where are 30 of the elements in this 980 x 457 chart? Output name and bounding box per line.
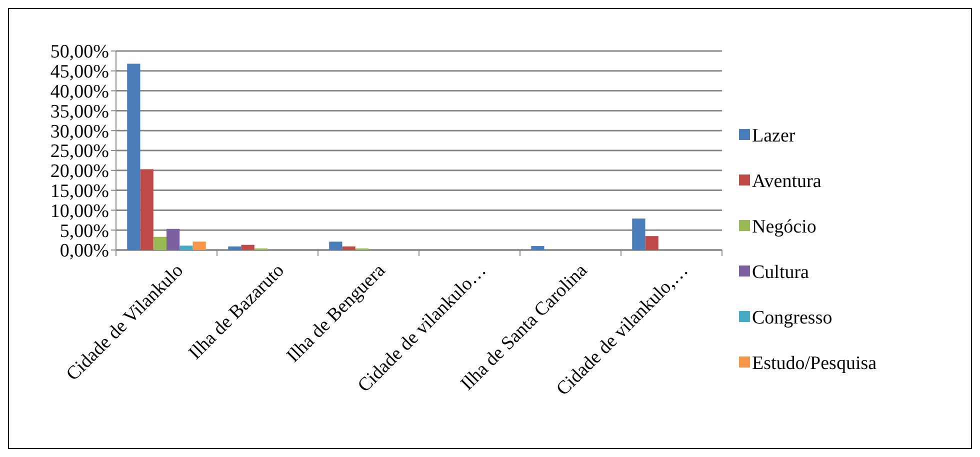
y-tick-label: 20,00% (50, 161, 110, 182)
y-tick-label: 50,00% (50, 42, 110, 63)
bar (241, 244, 254, 250)
bar (645, 236, 658, 250)
y-tick-label: 40,00% (50, 81, 110, 102)
legend-label: Estudo/Pesquisa (752, 353, 878, 374)
bar (180, 246, 193, 250)
bar (228, 246, 242, 250)
y-tick-label: 30,00% (50, 121, 110, 142)
y-tick-label: 25,00% (50, 141, 110, 162)
bar (632, 218, 646, 250)
bar (153, 236, 166, 250)
y-tick-label: 45,00% (50, 62, 110, 83)
bar (329, 242, 342, 250)
y-tick-label: 0,00% (60, 240, 110, 262)
bar (531, 246, 544, 250)
legend-label: Cultura (752, 262, 810, 284)
bar (127, 64, 140, 250)
y-tick-label: 5,00% (60, 220, 110, 242)
bar (342, 246, 356, 250)
legend-label: Lazer (752, 126, 796, 147)
bar (192, 242, 206, 250)
bar (140, 169, 154, 250)
bar (166, 228, 180, 250)
legend-label: Negócio (752, 216, 816, 238)
y-tick-label: 10,00% (50, 200, 110, 222)
y-tick-label: 35,00% (50, 101, 110, 122)
legend-label: Congresso (752, 308, 832, 329)
legend-label: Aventura (752, 171, 822, 192)
y-tick-label: 15,00% (50, 180, 110, 202)
